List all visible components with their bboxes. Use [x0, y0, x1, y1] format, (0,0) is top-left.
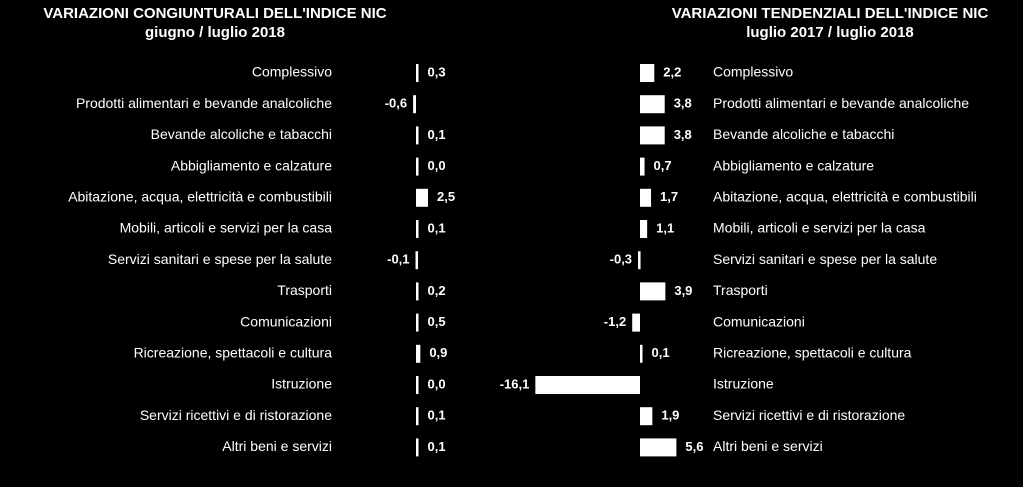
bar [416, 220, 419, 238]
category-label: Mobili, articoli e servizi per la casa [120, 220, 333, 236]
category-label: Comunicazioni [240, 313, 332, 329]
value-label: 0,2 [428, 283, 446, 298]
category-label: Istruzione [271, 376, 332, 392]
value-label: 1,7 [660, 189, 678, 204]
value-label: 0,5 [428, 314, 446, 329]
bar [640, 344, 643, 363]
bar [535, 376, 640, 394]
value-label: 1,1 [656, 220, 674, 235]
value-label: 0,1 [428, 439, 446, 454]
bar [416, 157, 419, 176]
bar [640, 126, 665, 145]
category-label: Ricreazione, spettacoli e cultura [713, 345, 912, 361]
value-label: 0,1 [652, 345, 670, 360]
value-label: 3,8 [674, 96, 692, 111]
value-label: -16,1 [500, 376, 530, 391]
category-label: Mobili, articoli e servizi per la casa [713, 220, 926, 236]
category-label: Prodotti alimentari e bevande analcolich… [76, 95, 332, 111]
bar [415, 251, 419, 270]
bar [416, 313, 419, 332]
category-label: Prodotti alimentari e bevande analcolich… [713, 95, 969, 111]
category-label: Altri beni e servizi [222, 438, 332, 454]
bar [416, 407, 419, 426]
value-label: 0,1 [428, 127, 446, 142]
value-label: 0,1 [428, 220, 446, 235]
bar [416, 64, 419, 82]
value-label: 5,6 [685, 439, 703, 454]
bar [416, 344, 421, 363]
category-label: Bevande alcoliche e tabacchi [713, 126, 894, 142]
category-label: Complessivo [252, 64, 332, 80]
chart-title: VARIAZIONI CONGIUNTURALI DELL'INDICE NIC [43, 5, 386, 22]
category-label: Istruzione [713, 376, 774, 392]
bar [416, 282, 419, 301]
bar [640, 438, 677, 457]
value-label: 0,7 [654, 158, 672, 173]
value-label: -0,6 [385, 96, 407, 111]
category-label: Trasporti [713, 282, 768, 298]
value-label: 0,0 [428, 158, 446, 173]
bar [416, 188, 428, 207]
category-label: Trasporti [277, 282, 332, 298]
bar [632, 313, 640, 332]
value-label: 0,1 [428, 408, 446, 423]
value-label: 0,9 [429, 345, 447, 360]
bar [640, 64, 655, 82]
value-label: 0,3 [428, 64, 446, 79]
category-label: Complessivo [713, 64, 793, 80]
bar [416, 126, 419, 145]
bar [640, 188, 652, 207]
category-label: Abbigliamento e calzature [171, 157, 332, 173]
value-label: 3,8 [674, 127, 692, 142]
value-label: -1,2 [604, 314, 626, 329]
value-label: -0,3 [610, 252, 632, 267]
bar [640, 282, 666, 301]
category-label: Servizi ricettivi e di ristorazione [140, 407, 332, 423]
category-label: Bevande alcoliche e tabacchi [151, 126, 332, 142]
value-label: 2,2 [663, 64, 681, 79]
value-label: -0,1 [387, 252, 409, 267]
bar [640, 157, 645, 176]
bar [638, 251, 641, 270]
value-label: 1,9 [661, 408, 679, 423]
category-label: Abitazione, acqua, elettricità e combust… [713, 189, 977, 205]
category-label: Servizi ricettivi e di ristorazione [713, 407, 905, 423]
chart-subtitle: giugno / luglio 2018 [145, 24, 285, 41]
value-label: 2,5 [437, 189, 455, 204]
chart-subtitle: luglio 2017 / luglio 2018 [746, 24, 914, 41]
category-label: Altri beni e servizi [713, 438, 823, 454]
bar [640, 95, 665, 114]
bar [416, 376, 419, 394]
category-label: Servizi sanitari e spese per la salute [713, 251, 937, 267]
value-label: 0,0 [428, 376, 446, 391]
category-label: Abbigliamento e calzature [713, 157, 874, 173]
bar [640, 407, 653, 426]
bar [640, 220, 648, 238]
category-label: Comunicazioni [713, 313, 805, 329]
category-label: Abitazione, acqua, elettricità e combust… [68, 189, 332, 205]
bar [413, 95, 416, 114]
category-label: Servizi sanitari e spese per la salute [108, 251, 332, 267]
value-label: 3,9 [674, 283, 692, 298]
category-label: Ricreazione, spettacoli e cultura [134, 345, 333, 361]
bar [416, 438, 419, 457]
chart-title: VARIAZIONI TENDENZIALI DELL'INDICE NIC [672, 5, 989, 22]
